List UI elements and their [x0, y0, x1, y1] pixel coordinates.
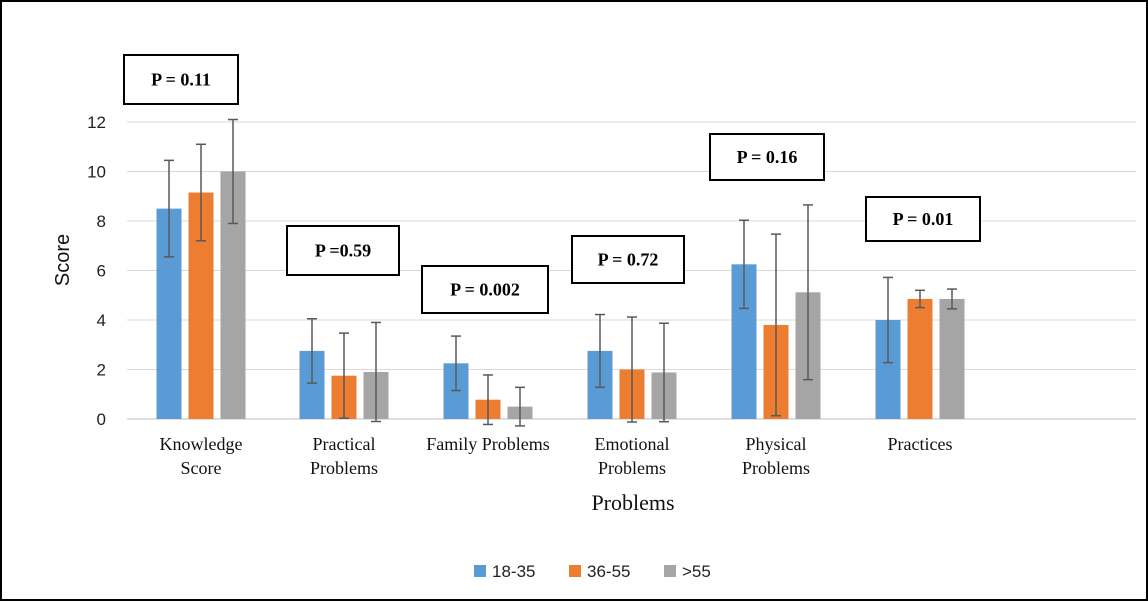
- x-category-label: Family Problems: [426, 434, 550, 454]
- x-category-label: Emotional: [595, 434, 670, 454]
- p-value-label: P = 0.72: [598, 250, 659, 270]
- x-category-labels: Knowledge Score Practical Problems Family Pr…: [160, 434, 953, 478]
- p-value-box: P = 0.16: [709, 133, 825, 181]
- legend-item: 36-55: [569, 562, 630, 581]
- bar-36-55-5: [907, 298, 933, 419]
- error-bars: [164, 118, 957, 427]
- error-bar: [164, 159, 174, 258]
- p-value-label: P = 0.16: [737, 147, 798, 167]
- legend-label: 36-55: [587, 562, 630, 581]
- p-value-boxes: P = 0.11 P =0.59 P = 0.002 P = 0.72 P = 0.16…: [123, 54, 981, 314]
- error-bar: [515, 386, 525, 427]
- x-category-label: Problems: [742, 458, 810, 478]
- x-category-label: Physical: [746, 434, 807, 454]
- legend-item: 18-35: [474, 562, 535, 581]
- x-category-label: Practical: [313, 434, 376, 454]
- p-value-box: P = 0.11: [123, 54, 239, 105]
- y-tick-labels: 0 2 4 6 8 10 12: [87, 113, 106, 429]
- x-category-label: Knowledge: [160, 434, 243, 454]
- p-value-box: P = 0.01: [865, 196, 981, 242]
- p-value-box: P = 0.002: [421, 265, 549, 314]
- error-bar: [451, 335, 461, 392]
- error-bar: [627, 316, 637, 423]
- p-value-box: P = 0.72: [571, 235, 685, 284]
- error-bar: [228, 118, 238, 225]
- error-bar: [883, 276, 893, 364]
- y-axis-title: Score: [52, 234, 74, 286]
- bar-over-55-5: [939, 298, 965, 419]
- p-value-label: P = 0.01: [893, 209, 954, 229]
- y-tick-label: 0: [97, 410, 106, 429]
- error-bar: [307, 318, 317, 384]
- y-tick-label: 10: [87, 163, 106, 182]
- p-value-label: P = 0.11: [151, 70, 211, 90]
- p-value-box: P =0.59: [286, 225, 400, 276]
- error-bar: [771, 233, 781, 417]
- y-tick-label: 6: [97, 262, 106, 281]
- legend-label: 18-35: [492, 562, 535, 581]
- x-category-label: Problems: [598, 458, 666, 478]
- error-bar: [659, 322, 669, 423]
- error-bar: [915, 289, 925, 309]
- legend-label: >55: [682, 562, 711, 581]
- x-axis-title: Problems: [591, 490, 674, 515]
- y-tick-label: 12: [87, 113, 106, 132]
- legend-item: >55: [664, 562, 711, 581]
- y-tick-label: 4: [97, 311, 106, 330]
- error-bar: [483, 374, 493, 426]
- y-tick-label: 2: [97, 361, 106, 380]
- error-bar: [947, 288, 957, 310]
- error-bar: [371, 321, 381, 423]
- error-bar: [339, 332, 349, 420]
- p-value-label: P =0.59: [315, 241, 371, 261]
- error-bar: [739, 219, 749, 310]
- x-category-label: Problems: [310, 458, 378, 478]
- bars: [156, 171, 965, 419]
- error-bar: [803, 204, 813, 381]
- legend: 18-35 36-55 >55: [474, 562, 711, 581]
- y-tick-label: 8: [97, 212, 106, 231]
- x-category-label: Score: [181, 458, 222, 478]
- legend-swatch: [569, 565, 581, 577]
- legend-swatch: [664, 565, 676, 577]
- x-category-label: Practices: [888, 434, 953, 454]
- error-bar: [196, 143, 206, 242]
- legend-swatch: [474, 565, 486, 577]
- p-value-label: P = 0.002: [450, 280, 520, 300]
- error-bar: [595, 313, 605, 389]
